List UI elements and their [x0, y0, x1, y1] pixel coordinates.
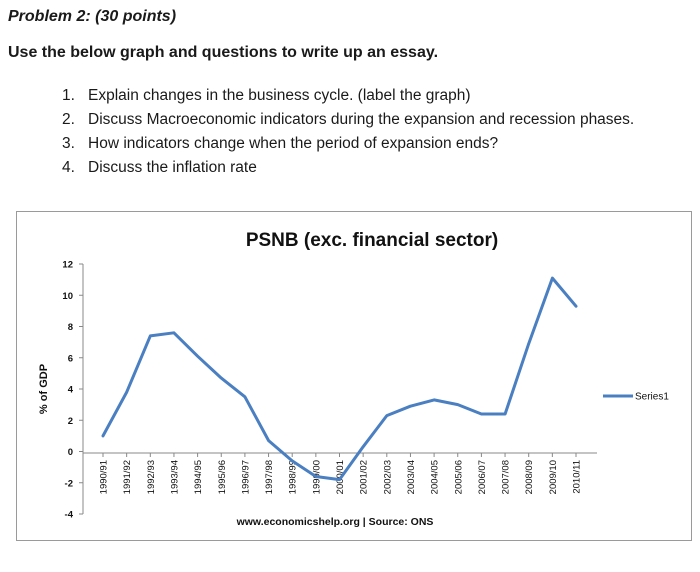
x-tick-label: 1992/93: [146, 460, 157, 494]
x-tick-label: 1997/98: [264, 460, 275, 494]
x-tick-label: 1995/96: [217, 460, 228, 494]
question-number: 2.: [62, 111, 75, 128]
y-tick-label: 6: [68, 353, 73, 364]
y-tick-label: 10: [62, 291, 73, 302]
y-tick-label: 4: [68, 385, 74, 396]
question-item: 4. Discuss the inflation rate: [62, 156, 634, 180]
question-item: 1. Explain changes in the business cycle.…: [62, 84, 634, 108]
x-tick-label: 2006/07: [477, 460, 488, 494]
question-text: How indicators change when the period of…: [88, 135, 499, 152]
x-tick-label: 2002/03: [382, 460, 393, 494]
question-text: Explain changes in the business cycle. (…: [88, 87, 471, 104]
x-tick-label: 2007/08: [501, 460, 512, 494]
x-tick-label: 1990/91: [99, 460, 110, 494]
question-text: Discuss Macroeconomic indicators during …: [88, 111, 635, 128]
x-tick-label: 2003/04: [406, 460, 417, 494]
x-tick-label: 1996/97: [240, 460, 251, 494]
x-tick-label: 2004/05: [430, 460, 441, 494]
x-tick-label: 2001/02: [359, 460, 370, 494]
chart-title: PSNB (exc. financial sector): [246, 230, 498, 251]
x-tick-label: 1991/92: [122, 460, 133, 494]
y-tick-label: 8: [68, 322, 73, 333]
y-tick-label: 12: [62, 260, 73, 271]
x-tick-label: 2010/11: [572, 460, 583, 494]
question-number: 4.: [62, 159, 75, 176]
psnb-chart: PSNB (exc. financial sector) % of GDP ww…: [38, 230, 669, 528]
chart-frame: PSNB (exc. financial sector) % of GDP ww…: [16, 211, 692, 541]
x-tick-label: 1998/99: [288, 460, 299, 494]
question-item: 2. Discuss Macroeconomic indicators durin…: [62, 108, 634, 132]
y-tick-label: -4: [65, 510, 74, 521]
x-tick-label: 1994/95: [193, 460, 204, 494]
y-tick-label: 2: [68, 416, 73, 427]
y-tick-label: 0: [68, 447, 73, 458]
question-list: 1. Explain changes in the business cycle.…: [62, 84, 634, 180]
x-tick-label: 2009/10: [548, 460, 559, 494]
question-item: 3. How indicators change when the period …: [62, 132, 634, 156]
x-tick-label: 2005/06: [453, 460, 464, 494]
y-axis-label: % of GDP: [38, 364, 50, 414]
chart-source-note: www.economicshelp.org | Source: ONS: [236, 516, 434, 528]
x-tick-label: 2008/09: [524, 460, 535, 494]
question-number: 3.: [62, 135, 75, 152]
x-tick-label: 1993/94: [169, 460, 180, 494]
legend-entry: Series1: [635, 392, 669, 403]
y-tick-label: -2: [65, 478, 73, 489]
question-number: 1.: [62, 87, 75, 104]
problem-title: Problem 2: (30 points): [8, 8, 177, 25]
essay-instruction: Use the below graph and questions to wri…: [8, 44, 439, 61]
question-text: Discuss the inflation rate: [88, 159, 257, 176]
series-line-series1: [101, 276, 578, 482]
